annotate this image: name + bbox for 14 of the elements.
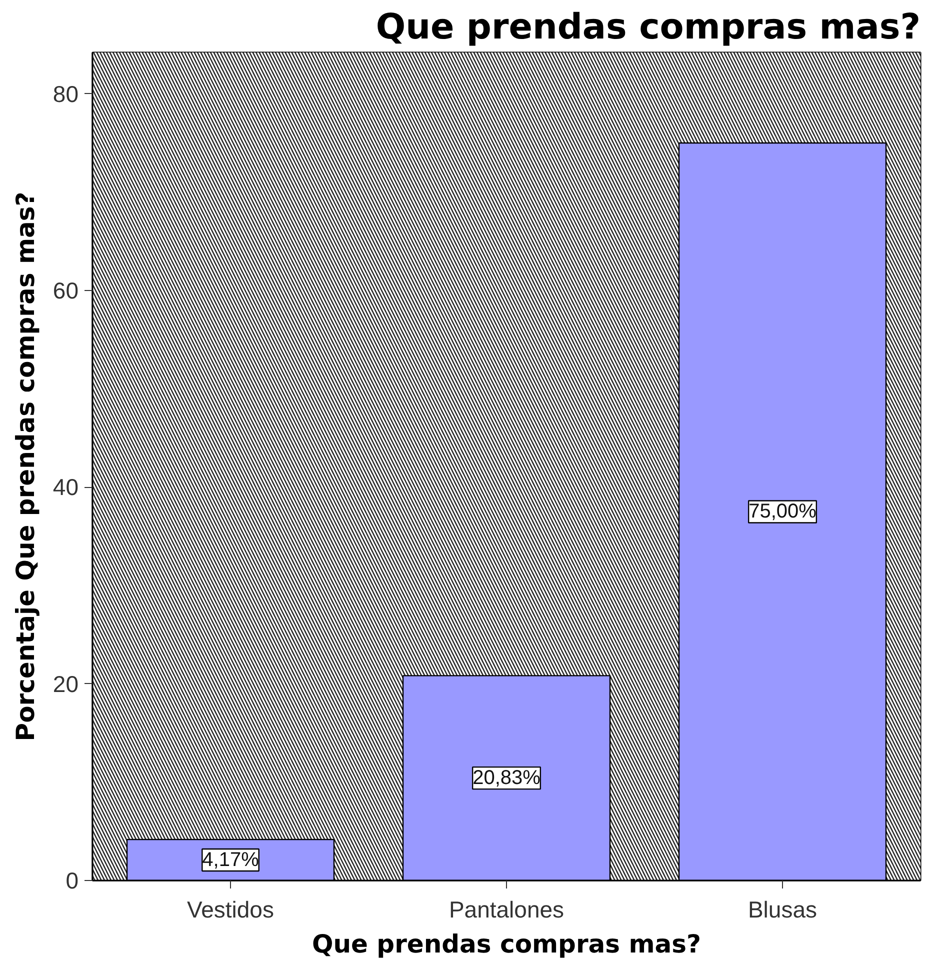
x-axis-title: Que prendas compras mas? (312, 930, 702, 958)
y-tick-label: 0 (66, 868, 79, 894)
y-tick-label: 80 (52, 80, 79, 107)
y-tick-label: 40 (52, 474, 79, 500)
chart-title: Que prendas compras mas? (376, 8, 920, 48)
y-tick-label: 60 (52, 277, 79, 304)
data-label: 20,83% (472, 767, 541, 790)
x-tick-label: Vestidos (187, 896, 274, 922)
data-label: 4,17% (202, 848, 260, 871)
data-label: 75,00% (748, 500, 817, 523)
y-axis-title: Porcentaje Que prendas compras mas? (10, 192, 40, 742)
x-tick-label: Blusas (748, 896, 818, 922)
y-tick-label: 20 (52, 670, 79, 697)
x-tick-label: Pantalones (448, 896, 564, 922)
